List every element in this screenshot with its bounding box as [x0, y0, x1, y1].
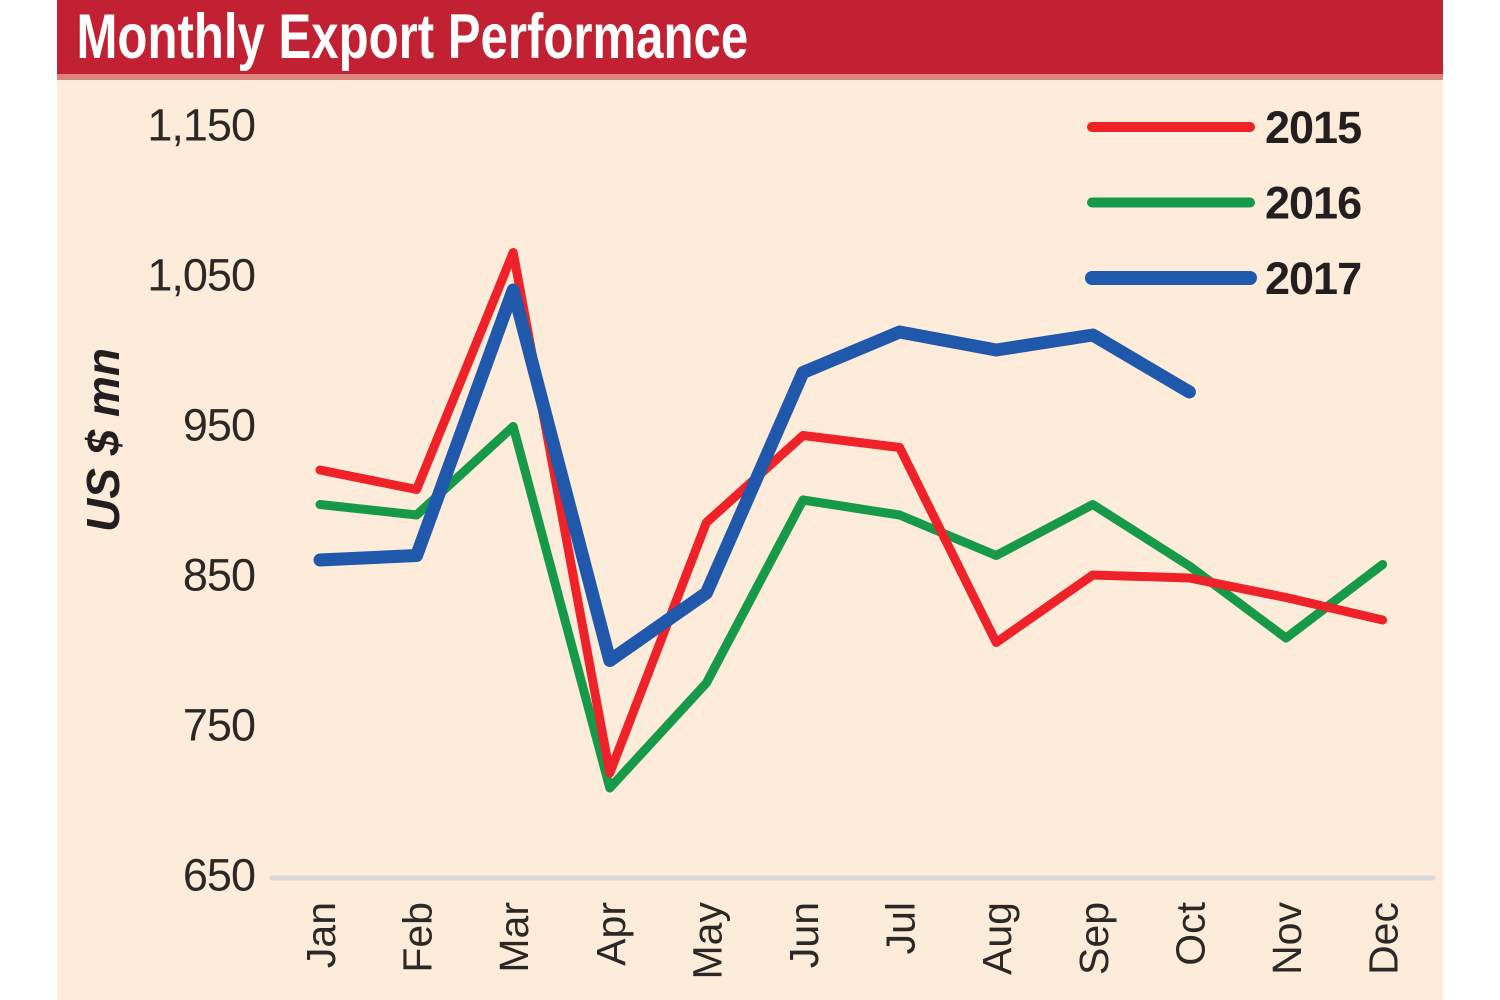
x-tick-label: Sep — [1071, 902, 1117, 975]
y-tick-label: 1,050 — [147, 250, 255, 301]
x-tick-label: Dec — [1361, 902, 1407, 975]
chart-panel: Monthly Export Performance 1,150 1,050 950… — [57, 0, 1443, 1000]
x-tick-label: Nov — [1264, 902, 1310, 975]
x-tick-label: Jun — [781, 902, 827, 968]
y-tick-label: 650 — [183, 850, 255, 901]
y-axis-title: US $ mn — [77, 348, 129, 532]
chart-area: 1,150 1,050 950 850 750 650 US $ mn Jan Feb Mar Ap… — [57, 80, 1443, 1000]
x-tick-label: May — [684, 902, 730, 980]
x-tick-label: Apr — [588, 902, 634, 966]
y-tick-label: 750 — [183, 700, 255, 751]
x-tick-label: Feb — [395, 902, 441, 973]
legend-label-2017: 2017 — [1265, 253, 1361, 304]
y-tick-label: 1,150 — [147, 100, 255, 151]
x-tick-label: Jan — [298, 902, 344, 968]
legend-label-2015: 2015 — [1265, 102, 1361, 153]
y-tick-label: 850 — [183, 550, 255, 601]
x-tick-label: Mar — [491, 902, 537, 973]
series-line-2015 — [315, 248, 1388, 778]
series-line-2017 — [313, 283, 1196, 667]
chart-title-bar: Monthly Export Performance — [57, 0, 1443, 80]
x-tick-label: Jul — [878, 902, 924, 954]
x-tick-label: Oct — [1167, 901, 1213, 965]
series-line-2016 — [315, 422, 1388, 793]
x-tick-label: Aug — [974, 902, 1020, 975]
chart-title: Monthly Export Performance — [76, 2, 749, 72]
monthly-export-line-chart: 1,150 1,050 950 850 750 650 US $ mn Jan Feb Mar Ap… — [77, 100, 1436, 980]
legend-label-2016: 2016 — [1265, 178, 1361, 229]
y-tick-label: 950 — [183, 400, 255, 451]
